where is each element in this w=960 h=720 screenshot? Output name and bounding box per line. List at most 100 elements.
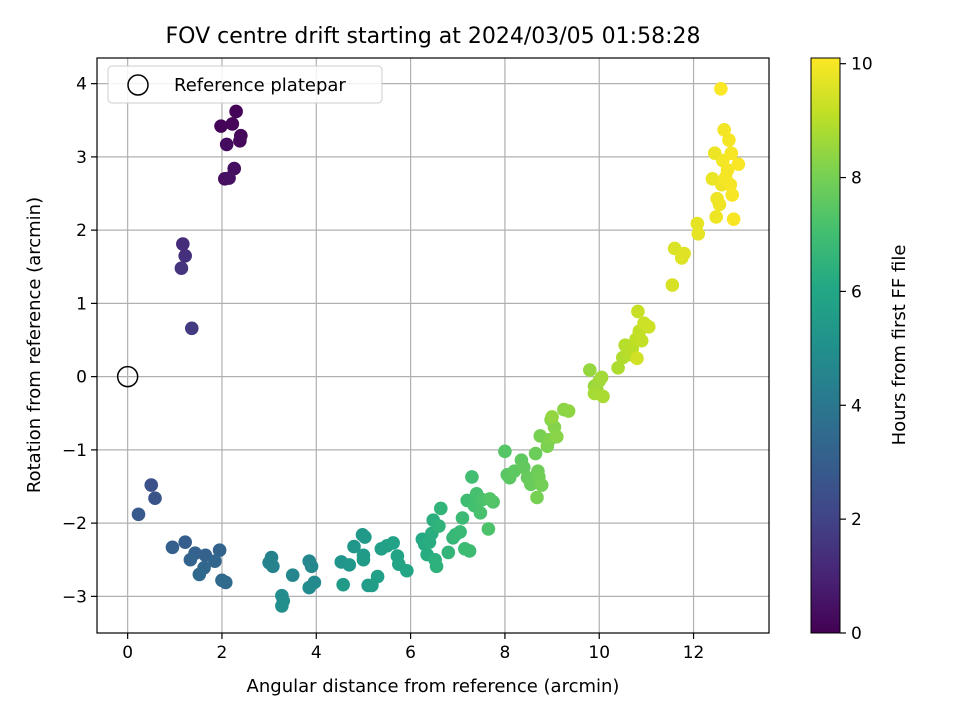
x-tick-label: 4 (311, 643, 322, 663)
data-point (691, 226, 706, 241)
data-point (453, 525, 467, 539)
data-point (641, 320, 656, 334)
data-point (483, 492, 497, 506)
data-point (611, 361, 625, 375)
x-tick-label: 10 (588, 643, 610, 663)
data-point (184, 321, 199, 336)
grid-lines (97, 58, 769, 633)
data-point (665, 278, 680, 292)
data-point (400, 563, 414, 578)
data-point (178, 535, 192, 549)
legend-entry-label: Reference platepar (174, 75, 346, 96)
y-tick-label: −2 (62, 514, 87, 534)
data-point (432, 519, 446, 533)
colorbar-tick-label: 2 (851, 510, 862, 530)
data-point (634, 333, 649, 348)
y-tick-label: −3 (62, 587, 87, 607)
data-point (731, 157, 746, 172)
data-point (225, 117, 240, 131)
data-point (275, 599, 289, 613)
legend: Reference platepar (107, 65, 383, 104)
data-point (549, 429, 564, 444)
y-tick-label: 0 (76, 368, 87, 388)
data-point (441, 545, 456, 560)
reference-platepar-point (116, 365, 139, 388)
data-point (144, 478, 159, 492)
data-point (212, 543, 227, 558)
data-point (429, 559, 444, 574)
y-tick-label: 1 (76, 294, 87, 314)
data-point (302, 580, 317, 595)
x-tick-label: 8 (500, 643, 511, 663)
data-point (131, 507, 146, 522)
data-point (726, 212, 741, 226)
data-point (498, 444, 512, 459)
data-point (462, 544, 477, 558)
data-point (342, 558, 357, 572)
colorbar-tick-label: 0 (851, 624, 862, 644)
colorbar-tick-label: 8 (851, 169, 862, 189)
data-point (192, 567, 207, 582)
data-point (720, 163, 735, 177)
data-point (174, 261, 189, 276)
data-point (717, 122, 731, 137)
y-axis-ticks: −3 −2 −1 0 1 2 3 4 (62, 75, 97, 607)
data-point (304, 559, 319, 574)
y-tick-label: 4 (76, 75, 87, 95)
data-point (473, 506, 488, 520)
data-point (214, 119, 228, 133)
x-axis-label: Angular distance from reference (arcmin) (247, 676, 620, 697)
data-point (583, 363, 597, 377)
data-point (594, 370, 609, 385)
data-point (714, 81, 728, 96)
colorbar-tick-label: 10 (851, 55, 873, 75)
data-point (347, 539, 361, 554)
data-point (534, 478, 549, 492)
data-point (208, 554, 222, 569)
x-axis-ticks: 0 2 4 6 8 10 12 (122, 633, 704, 663)
data-point (386, 536, 400, 550)
data-point (178, 248, 192, 263)
data-point (690, 216, 705, 231)
y-tick-label: 3 (76, 148, 87, 168)
colorbar (810, 57, 841, 634)
data-point (222, 171, 236, 185)
data-points (131, 81, 746, 613)
data-point (465, 470, 479, 484)
data-point (545, 410, 559, 424)
data-point (631, 304, 645, 319)
data-point (724, 146, 739, 161)
legend-reference-marker (127, 74, 149, 96)
data-point (530, 490, 544, 505)
data-point (266, 559, 280, 574)
data-point (712, 197, 727, 212)
data-point (370, 569, 385, 584)
data-point (336, 577, 350, 592)
data-point (433, 501, 448, 516)
data-point (285, 568, 300, 582)
data-point (709, 210, 723, 224)
colorbar-ticks: 0 2 4 6 8 10 (840, 55, 873, 644)
data-point (561, 404, 576, 418)
data-point (722, 133, 736, 147)
x-tick-label: 6 (405, 643, 416, 663)
data-point (455, 511, 470, 525)
data-point (219, 137, 234, 152)
y-axis-label: Rotation from reference (arcmin) (24, 197, 45, 493)
data-point (358, 530, 372, 544)
x-tick-label: 2 (217, 643, 228, 663)
data-point (165, 540, 180, 555)
data-point (218, 575, 233, 590)
data-point (481, 522, 496, 536)
data-point (516, 460, 531, 475)
data-point (723, 177, 738, 192)
x-tick-label: 0 (122, 643, 133, 663)
data-point (596, 389, 610, 404)
reference-marker (116, 365, 139, 388)
data-point (725, 188, 740, 202)
data-point (528, 446, 543, 461)
data-point (148, 491, 162, 506)
data-point (233, 133, 247, 148)
data-point (229, 104, 243, 119)
